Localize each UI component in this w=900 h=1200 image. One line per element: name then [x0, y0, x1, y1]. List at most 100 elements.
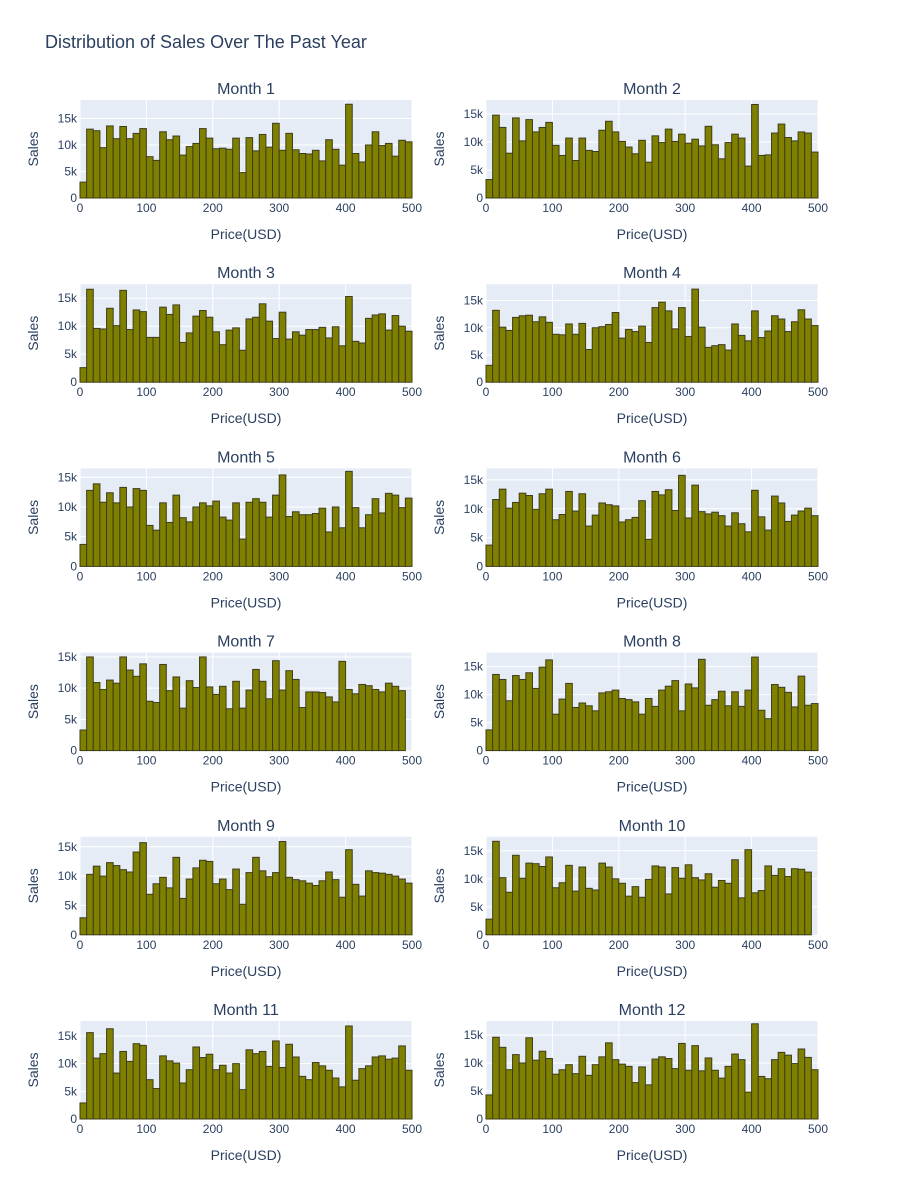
histogram-bar [325, 696, 333, 752]
histogram-bar [365, 317, 373, 383]
histogram-bar [311, 329, 320, 383]
y-tick-label: 5k [470, 531, 484, 545]
histogram-bar [717, 158, 726, 199]
histogram-bar [492, 840, 500, 936]
histogram-bar [790, 868, 799, 936]
x-tick-label: 400 [336, 385, 356, 399]
histogram-bar [797, 1048, 806, 1120]
histogram-bar [311, 691, 320, 752]
histogram-bar [498, 678, 507, 752]
y-tick-label: 0 [70, 375, 77, 389]
histogram-bar [751, 489, 759, 567]
x-tick-label: 500 [402, 1122, 422, 1136]
histogram-bar [485, 544, 494, 567]
histogram-bar [531, 863, 540, 936]
histogram-bar [199, 859, 207, 936]
histogram-bar [378, 512, 386, 567]
histogram-bar [538, 1050, 547, 1120]
histogram-bar [744, 165, 753, 199]
histogram-bar [351, 693, 360, 752]
histogram-bar [771, 495, 779, 567]
histogram-bar [531, 687, 540, 752]
histogram-bar [764, 154, 773, 199]
x-tick-label: 200 [203, 938, 223, 952]
histogram-bar [212, 331, 220, 383]
histogram-bar [804, 318, 812, 383]
histogram-bar [731, 133, 739, 199]
histogram-bar [258, 680, 267, 752]
histogram-bar [578, 702, 587, 752]
x-tick-label: 300 [675, 1122, 695, 1136]
histogram-bar [205, 505, 214, 567]
x-tick-label: 200 [203, 1122, 223, 1136]
x-tick-label: 100 [136, 754, 156, 768]
histogram-bar [351, 153, 360, 199]
histogram-bar [558, 154, 567, 199]
histogram-bar [737, 705, 746, 752]
histogram-bar [804, 507, 812, 567]
histogram-bar [245, 872, 254, 936]
histogram-bar [505, 507, 514, 567]
histogram-bar [145, 524, 154, 567]
y-tick-label: 10k [464, 1056, 484, 1070]
histogram-bar [810, 325, 819, 383]
histogram-bar [172, 676, 181, 752]
histogram-bar [205, 686, 214, 752]
histogram-bar [790, 1063, 799, 1120]
histogram-bar [365, 870, 373, 936]
histogram-bar [371, 498, 380, 567]
histogram-bar [238, 707, 247, 752]
histogram-bar [179, 1082, 187, 1120]
histogram-bar [638, 500, 646, 567]
x-tick-label: 0 [483, 385, 490, 399]
histogram-bar [505, 1069, 514, 1120]
histogram-bar [291, 678, 300, 752]
histogram-bar [512, 316, 520, 383]
histogram-bar [165, 313, 174, 383]
x-tick-label: 300 [269, 569, 289, 583]
histogram-bar [565, 323, 573, 383]
histogram-bar [378, 872, 386, 936]
histogram-bar [664, 310, 673, 383]
histogram-bar [551, 887, 560, 936]
histogram-bar [492, 499, 500, 567]
histogram-bar [192, 506, 201, 567]
subplot-title: Month 5 [217, 449, 275, 466]
histogram-bar [498, 1046, 507, 1120]
histogram-bar [525, 862, 533, 936]
x-tick-label: 300 [269, 201, 289, 215]
histogram-bar [79, 543, 88, 567]
histogram-bar [571, 890, 580, 936]
histogram-bar [238, 538, 247, 567]
histogram-bar [159, 306, 167, 383]
histogram-bar [351, 340, 360, 383]
x-tick-label: 200 [203, 201, 223, 215]
histogram-bar [744, 340, 753, 383]
histogram-bar [172, 494, 181, 567]
histogram-bar [678, 474, 686, 567]
histogram-bar [777, 868, 786, 936]
histogram-bar [92, 327, 101, 383]
histogram-bar [265, 698, 274, 752]
histogram-bar [86, 873, 94, 936]
histogram-bar [704, 873, 713, 936]
histogram-bar [192, 142, 201, 199]
histogram-bar [664, 893, 673, 936]
histogram-bar [711, 1069, 719, 1120]
histogram-bar [125, 669, 134, 752]
histogram-bar [298, 707, 307, 752]
x-tick-label: 500 [808, 938, 828, 952]
histogram-bar [551, 519, 560, 567]
histogram-bar [125, 871, 134, 936]
histogram-bar [179, 154, 187, 199]
y-tick-label: 0 [70, 191, 77, 205]
histogram-bar [764, 529, 773, 567]
histogram-bar [671, 867, 680, 936]
histogram-bar [325, 531, 333, 567]
histogram-bar [179, 341, 187, 383]
histogram-bar [119, 1050, 127, 1120]
histogram-bar [165, 521, 174, 567]
histogram-bar [365, 685, 373, 752]
x-tick-label: 500 [402, 385, 422, 399]
histogram-bar [551, 333, 560, 383]
